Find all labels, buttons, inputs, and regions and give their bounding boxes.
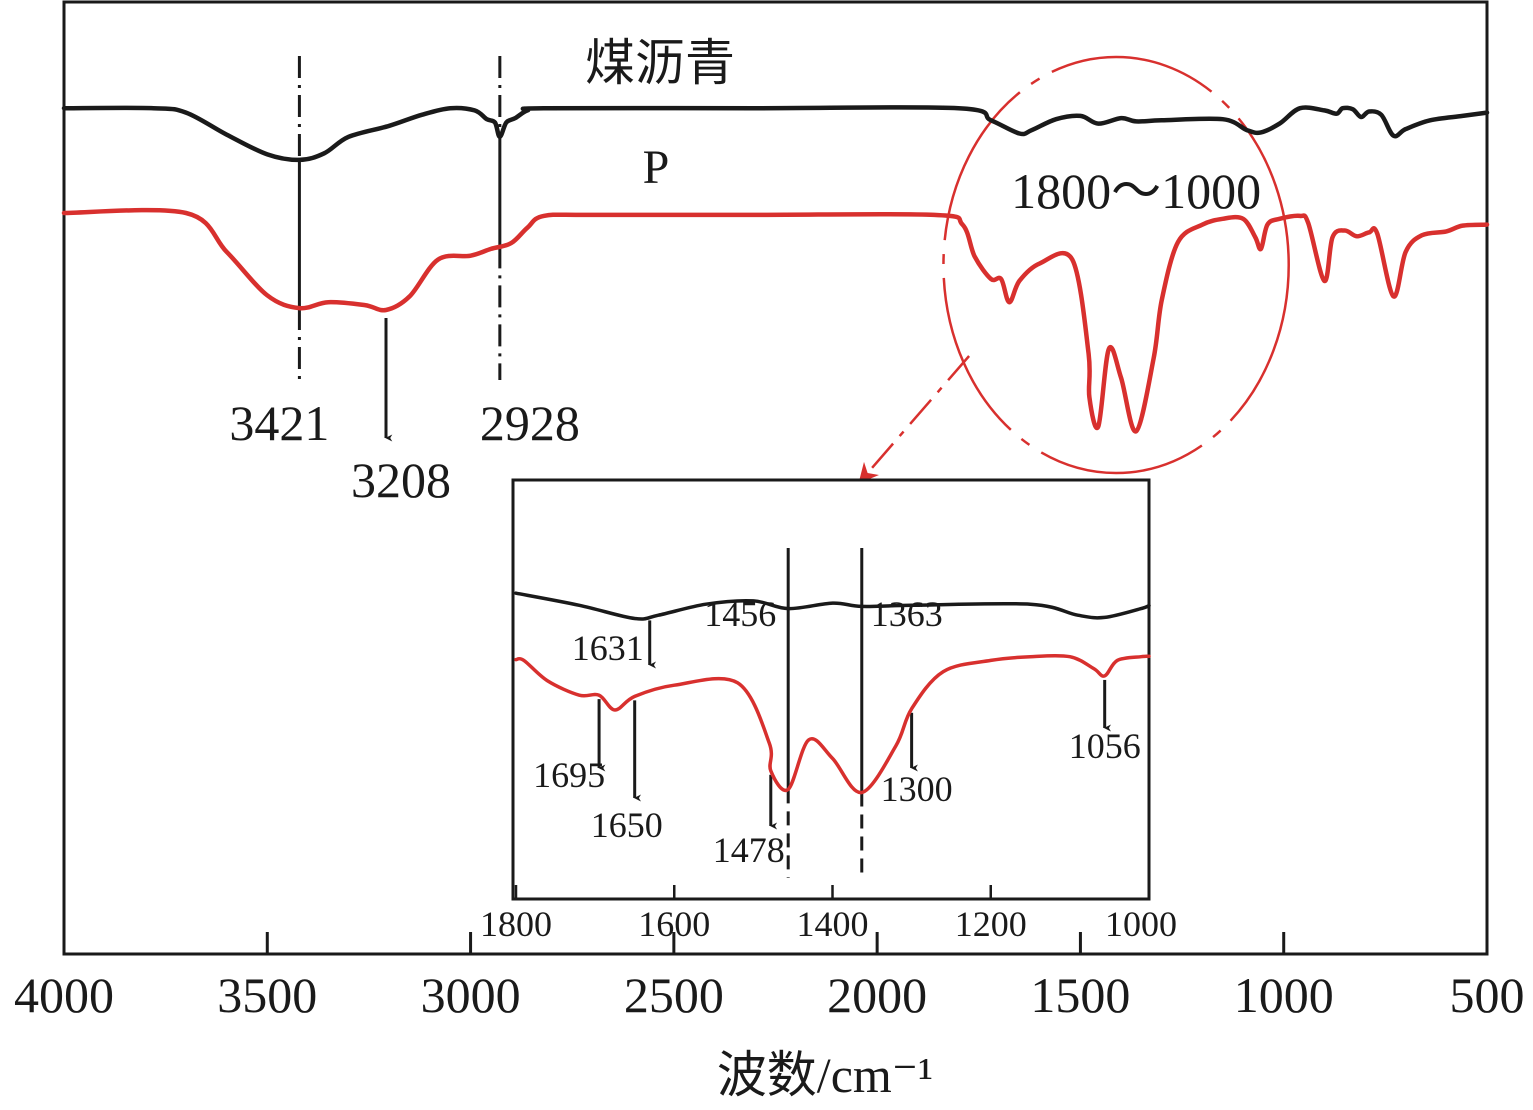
series-line-p: [61, 207, 1490, 434]
inset-series-line-coal-pitch: [514, 591, 1151, 621]
inset-x-tick-label: 1800: [480, 904, 552, 944]
main-x-tick-label: 3000: [421, 967, 521, 1023]
inset-x-axis-ticks: [514, 885, 1151, 899]
inset-x-tick-label: 1200: [955, 904, 1027, 944]
zoom-region-ellipse: [942, 55, 1290, 475]
peak-label: 2928: [480, 395, 580, 451]
inset-x-axis-tick-labels: 1800 1600 1400 1200 1000: [480, 904, 1177, 944]
main-plot-frame: [62, 0, 1489, 956]
peak-label: 3208: [351, 452, 451, 508]
series-line-coal-pitch: [61, 105, 1490, 163]
zoom-region-label: 1800～1000: [1011, 163, 1261, 219]
peak-label: 3421: [229, 395, 329, 451]
series-label-coal-pitch: 煤沥青: [585, 35, 735, 91]
inset-peak-label: 1478: [713, 830, 785, 870]
main-x-tick-label: 4000: [14, 967, 114, 1023]
inset-peak-label: 1300: [881, 769, 953, 809]
inset-peak-label: 1056: [1069, 726, 1141, 766]
series-label-p: P: [643, 141, 670, 194]
main-x-tick-label: 1500: [1030, 967, 1130, 1023]
inset-peak-label: 1631: [572, 628, 644, 668]
inset-frame: [511, 478, 1151, 901]
main-x-axis-ticks: [62, 932, 1489, 954]
main-x-tick-label: 500: [1450, 967, 1525, 1023]
inset-series-line-p: [514, 653, 1151, 795]
inset-series-lines: [514, 591, 1151, 795]
zoom-pointer-arrow: [858, 355, 971, 484]
main-x-tick-label: 2500: [624, 967, 724, 1023]
main-x-axis-tick-labels: 4000 3500 3000 2500 2000 1500 1000 500: [14, 967, 1525, 1023]
inset-x-tick-label: 1400: [797, 904, 869, 944]
main-x-tick-label: 2000: [827, 967, 927, 1023]
inset-peak-label: 1363: [871, 594, 943, 634]
inset-peak-label: 1650: [591, 805, 663, 845]
inset-peak-label: 1695: [533, 755, 605, 795]
x-axis-label: 波数/cm⁻¹: [717, 1047, 933, 1103]
main-annotations: 3421 3208 2928 1800～1000: [229, 55, 1290, 508]
main-x-tick-label: 3500: [217, 967, 317, 1023]
main-x-tick-label: 1000: [1234, 967, 1334, 1023]
main-series-lines: [61, 105, 1490, 434]
inset-x-tick-label: 1600: [638, 904, 710, 944]
inset-x-tick-label: 1000: [1105, 904, 1177, 944]
